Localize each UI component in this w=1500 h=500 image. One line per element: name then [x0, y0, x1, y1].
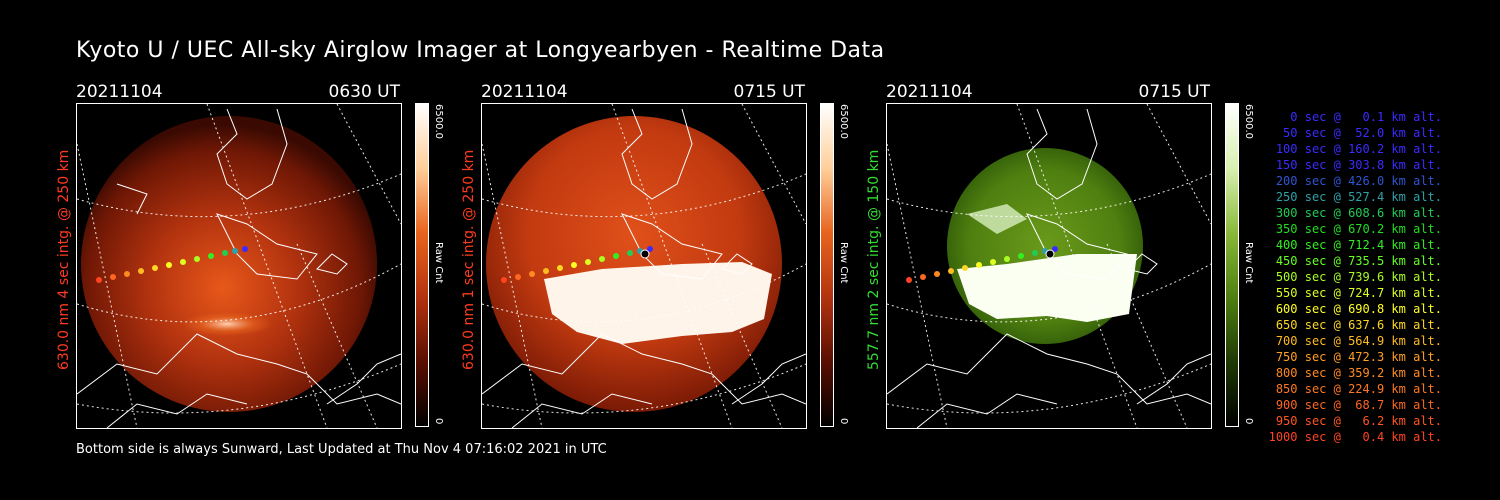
panel-1-colorbar-max: 6500.0 — [433, 104, 444, 139]
panel-1-colorbar-min: 0 — [433, 418, 444, 425]
legend-item: 0 sec @ 0.1 km alt. — [1290, 110, 1442, 124]
aurora-brightening — [182, 312, 272, 336]
panel-2-colorbar-min: 0 — [838, 418, 849, 425]
legend-item: 600 sec @ 690.8 km alt. — [1275, 302, 1442, 316]
legend-item: 50 sec @ 52.0 km alt. — [1283, 126, 1442, 140]
panel-1-time: 0630 UT — [328, 82, 401, 102]
legend-item: 700 sec @ 564.9 km alt. — [1275, 334, 1442, 348]
legend-item: 800 sec @ 359.2 km alt. — [1275, 366, 1442, 380]
panel-3-time: 0715 UT — [1138, 82, 1211, 102]
panel-3-side-label: 557.7 nm 2 sec intg. @ 150 km — [866, 149, 882, 370]
panel-2-time: 0715 UT — [733, 82, 806, 102]
panel-1-colorbar — [415, 103, 429, 427]
legend-item: 300 sec @ 608.6 km alt. — [1275, 206, 1442, 220]
legend-item: 150 sec @ 303.8 km alt. — [1275, 158, 1442, 172]
panel-2-date: 20211104 — [481, 82, 568, 102]
legend-item: 750 sec @ 472.3 km alt. — [1275, 350, 1442, 364]
legend-item: 550 sec @ 724.7 km alt. — [1275, 286, 1442, 300]
panel-3-colorbar-max: 6500.0 — [1243, 104, 1254, 139]
panel-2-colorbar — [820, 103, 834, 427]
airglow-disk — [486, 116, 782, 412]
panel-1-image — [76, 103, 402, 429]
legend-item: 900 sec @ 68.7 km alt. — [1275, 398, 1442, 412]
satellite-track — [906, 246, 1058, 283]
legend-item: 1000 sec @ 0.4 km alt. — [1268, 430, 1442, 444]
legend-item: 200 sec @ 426.0 km alt. — [1275, 174, 1442, 188]
panel-3-image — [886, 103, 1212, 429]
satellite-track — [501, 246, 653, 283]
legend-item: 950 sec @ 6.2 km alt. — [1275, 414, 1442, 428]
airglow-disk — [81, 116, 377, 412]
panel-3-colorbar — [1225, 103, 1239, 427]
panel-3-colorbar-min: 0 — [1243, 418, 1254, 425]
footer-status: Bottom side is always Sunward, Last Upda… — [76, 442, 607, 457]
aurora-saturated-region — [957, 254, 1137, 322]
page-title: Kyoto U / UEC All-sky Airglow Imager at … — [76, 38, 885, 63]
legend-item: 400 sec @ 712.4 km alt. — [1275, 238, 1442, 252]
legend-item: 350 sec @ 670.2 km alt. — [1275, 222, 1442, 236]
panel-1-side-label: 630.0 nm 4 sec intg. @ 250 km — [56, 149, 72, 370]
panel-3-colorbar-unit: Raw Cnt — [1243, 242, 1254, 284]
legend-item: 650 sec @ 637.6 km alt. — [1275, 318, 1442, 332]
panel-2-colorbar-unit: Raw Cnt — [838, 242, 849, 284]
satellite-track — [96, 246, 248, 283]
legend-item: 450 sec @ 735.5 km alt. — [1275, 254, 1442, 268]
panel-2-colorbar-max: 6500.0 — [838, 104, 849, 139]
legend-item: 250 sec @ 527.4 km alt. — [1275, 190, 1442, 204]
legend-item: 100 sec @ 160.2 km alt. — [1275, 142, 1442, 156]
panel-2-side-label: 630.0 nm 1 sec intg. @ 250 km — [461, 149, 477, 370]
panel-1-date: 20211104 — [76, 82, 163, 102]
panel-3-date: 20211104 — [886, 82, 973, 102]
aurora-saturated-region — [544, 262, 772, 344]
legend-item: 850 sec @ 224.9 km alt. — [1275, 382, 1442, 396]
panel-2-image — [481, 103, 807, 429]
panel-1-colorbar-unit: Raw Cnt — [433, 242, 444, 284]
legend-item: 500 sec @ 739.6 km alt. — [1275, 270, 1442, 284]
